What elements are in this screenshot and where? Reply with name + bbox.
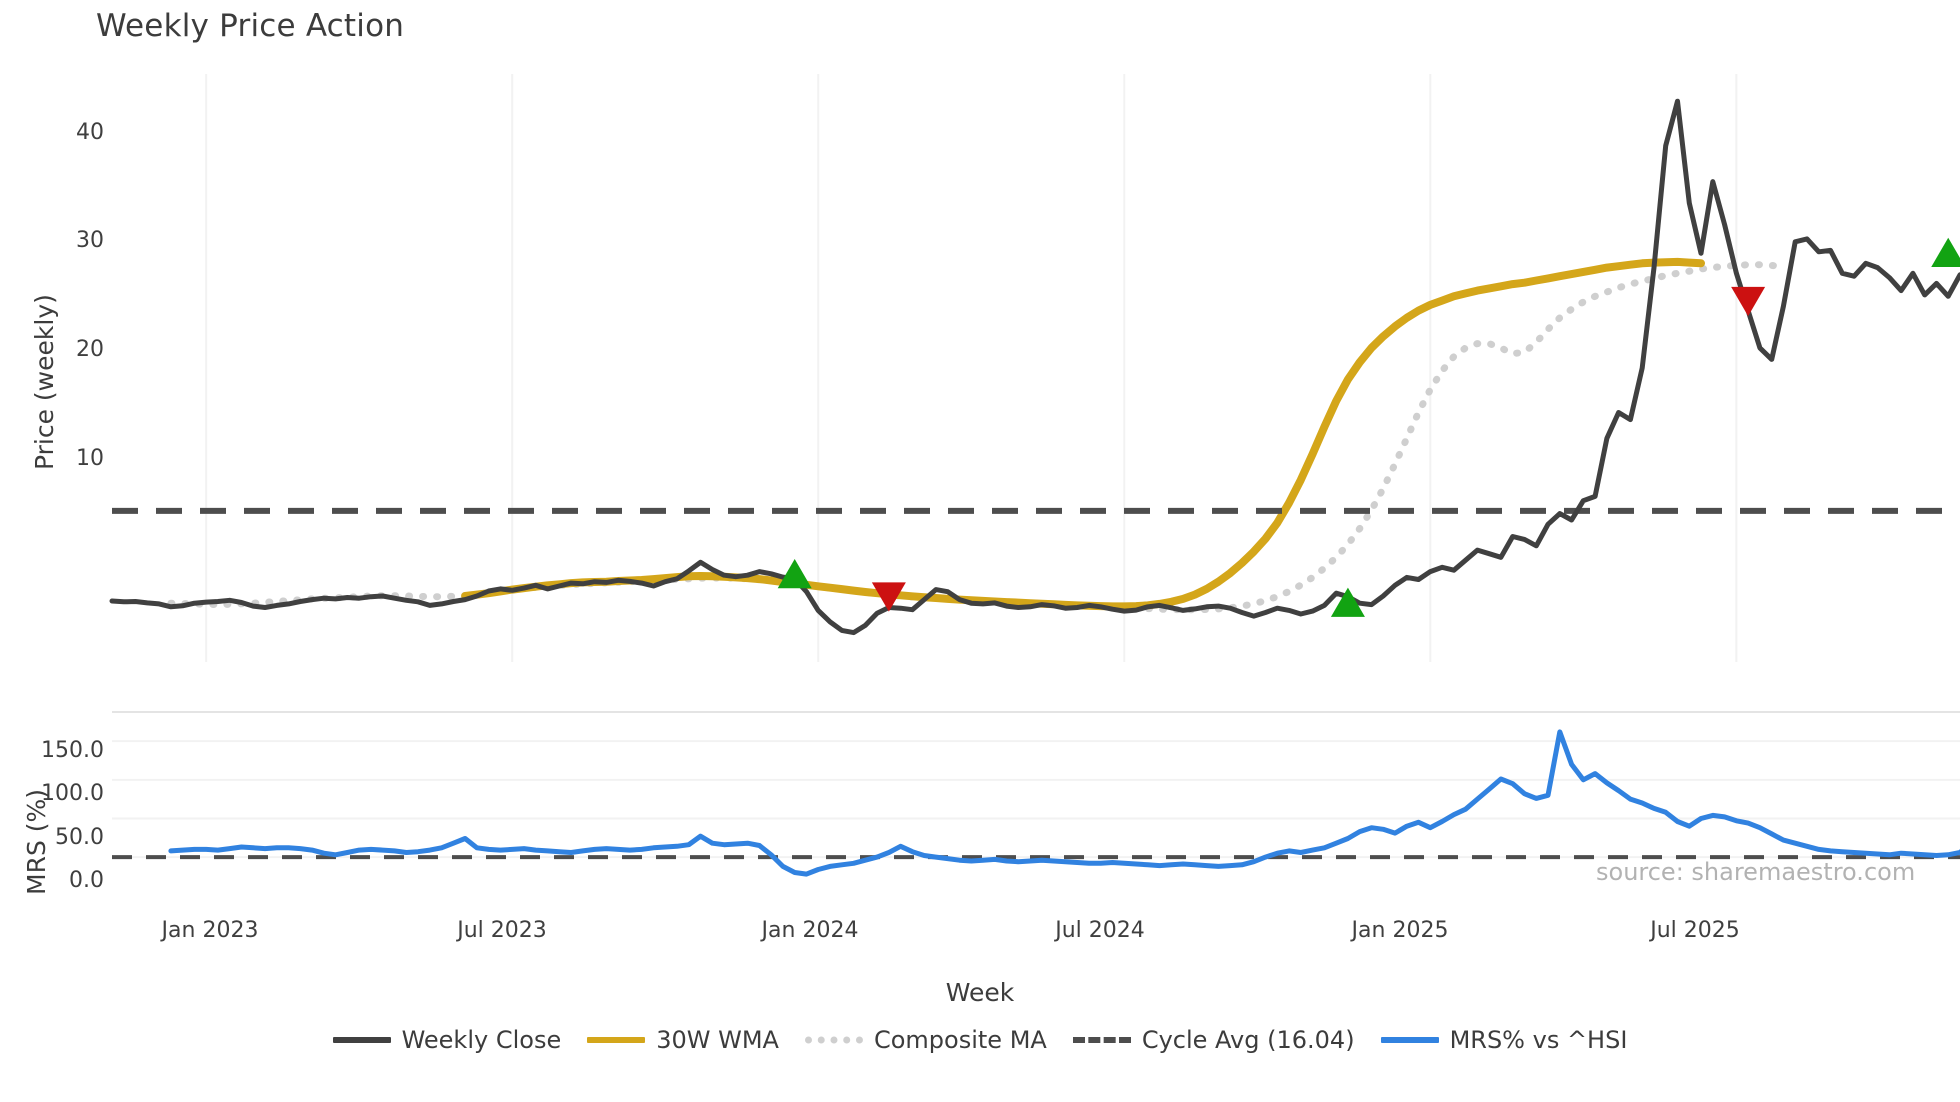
price-series-group xyxy=(109,98,1960,636)
buy-marker-0 xyxy=(777,558,812,589)
mrs-swatch-icon xyxy=(1380,1030,1439,1050)
weekly-close-swatch-icon xyxy=(332,1030,391,1050)
buy-marker-4 xyxy=(1931,237,1960,267)
xtick-jul-2025: Jul 2025 xyxy=(1650,918,1740,943)
mrs-series-group xyxy=(112,729,1960,877)
composite-ma-line xyxy=(167,261,1787,614)
mrs-line xyxy=(168,729,1960,877)
price-signal-markers xyxy=(777,237,1960,617)
sell-marker-1 xyxy=(871,582,906,612)
legend-label-composite-ma: Composite MA xyxy=(873,1026,1047,1054)
buy-marker-2 xyxy=(1330,587,1365,617)
price-gridlines xyxy=(205,74,1738,662)
mrs-ytick-150: 150.0 xyxy=(41,738,104,763)
xtick-jan-2025: Jan 2025 xyxy=(1351,918,1449,943)
legend-label-cycle-avg: Cycle Avg (16.04) xyxy=(1141,1026,1355,1054)
mrs-ytick-50: 50.0 xyxy=(55,825,104,850)
xtick-jul-2023: Jul 2023 xyxy=(457,918,547,943)
wma-line xyxy=(461,257,1705,611)
legend-item-cycle-avg[interactable]: Cycle Avg (16.04) xyxy=(1072,1026,1355,1054)
weekly-close-line xyxy=(109,98,1960,636)
legend-label-30w-wma: 30W WMA xyxy=(656,1026,779,1054)
chart-legend: Weekly Close 30W WMA Composite MA Cycle … xyxy=(0,1026,1960,1054)
xtick-jul-2024: Jul 2024 xyxy=(1055,918,1145,943)
mrs-ytick-100: 100.0 xyxy=(41,781,104,806)
price-ytick-40: 40 xyxy=(76,120,104,145)
chart-title: Weekly Price Action xyxy=(96,8,405,44)
xtick-jan-2023: Jan 2023 xyxy=(161,918,259,943)
price-ytick-10: 10 xyxy=(76,446,104,471)
x-axis-label: Week xyxy=(945,978,1015,1007)
legend-label-weekly-close: Weekly Close xyxy=(401,1026,562,1054)
legend-label-mrs: MRS% vs ^HSI xyxy=(1449,1026,1628,1054)
legend-item-30w-wma[interactable]: 30W WMA xyxy=(587,1026,779,1054)
legend-item-composite-ma[interactable]: Composite MA xyxy=(804,1026,1047,1054)
legend-item-mrs[interactable]: MRS% vs ^HSI xyxy=(1380,1026,1628,1054)
sell-marker-3 xyxy=(1731,286,1766,317)
cycle-avg-swatch-icon xyxy=(1072,1030,1131,1050)
mrs-gridlines xyxy=(112,711,1960,859)
wma-swatch-icon xyxy=(587,1030,646,1050)
price-ytick-30: 30 xyxy=(76,228,104,253)
mrs-ytick-0: 0.0 xyxy=(69,868,104,893)
xtick-jan-2024: Jan 2024 xyxy=(761,918,859,943)
composite-ma-swatch-icon xyxy=(804,1030,863,1050)
price-ytick-20: 20 xyxy=(76,337,104,362)
legend-item-weekly-close[interactable]: Weekly Close xyxy=(332,1026,562,1054)
